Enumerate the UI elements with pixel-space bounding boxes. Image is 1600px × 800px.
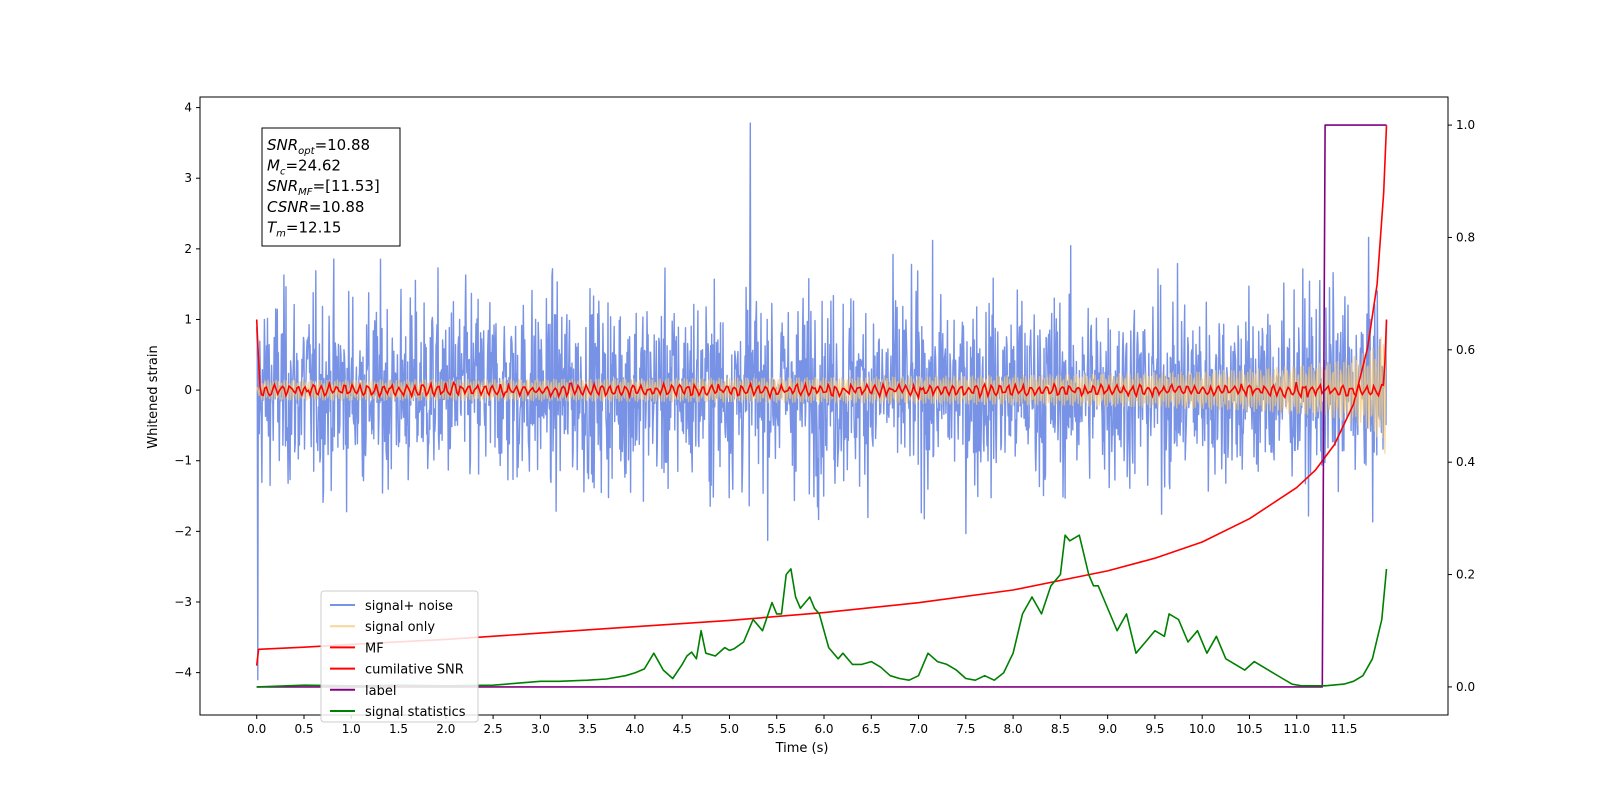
series-mf — [255, 319, 1388, 401]
legend-label: signal only — [365, 620, 435, 635]
series-label — [256, 124, 1387, 688]
x-tick-label: 11.5 — [1331, 722, 1358, 736]
annotation-line: Mc=24.62 — [267, 157, 341, 178]
x-tick-label: 7.0 — [909, 722, 928, 736]
legend-label: label — [365, 684, 396, 699]
x-tick-label: 5.5 — [767, 722, 786, 736]
x-tick-label: 3.5 — [578, 722, 597, 736]
series-signal-plus-noise — [256, 122, 1388, 681]
y2-tick-label: 0.6 — [1456, 343, 1475, 357]
x-tick-label: 3.0 — [531, 722, 550, 736]
legend: signal+ noise signal only MF cumilative SNR… — [320, 590, 479, 723]
annotation-line: Tm=12.15 — [267, 218, 341, 239]
y-axis-label: Whitened strain — [146, 345, 161, 448]
x-tick-label: 4.5 — [673, 722, 692, 736]
x-tick-label: 0.5 — [294, 722, 313, 736]
y2-tick-label: 0.4 — [1456, 455, 1475, 469]
x-tick-label: 11.0 — [1283, 722, 1310, 736]
legend-label: cumilative SNR — [365, 663, 464, 678]
x-tick-label: 7.5 — [956, 722, 975, 736]
legend-label: MF — [365, 641, 384, 656]
x-tick-label: 1.5 — [389, 722, 408, 736]
x-tick-label: 0.0 — [247, 722, 266, 736]
x-tick-label: 8.5 — [1051, 722, 1070, 736]
x-tick-label: 6.0 — [814, 722, 833, 736]
x-tick-label: 5.0 — [720, 722, 739, 736]
x-tick-label: 8.0 — [1004, 722, 1023, 736]
annotation-line: CSNR=10.88 — [267, 198, 364, 216]
x-tick-label: 2.0 — [436, 722, 455, 736]
annotation-line: SNRMF=[11.53] — [267, 177, 380, 198]
y-tick-label: 2 — [184, 242, 192, 256]
y-tick-label: −2 — [174, 524, 192, 538]
x-tick-label: 10.5 — [1236, 722, 1263, 736]
axes: 0.0 0.5 1.0 1.5 2.0 2.5 3.0 3.5 4.0 4.5 5.0 5.5 6.0 6… — [174, 96, 1475, 736]
x-tick-label: 4.0 — [625, 722, 644, 736]
x-tick-label: 10.0 — [1189, 722, 1216, 736]
y2-tick-label: 0.8 — [1456, 230, 1475, 244]
y-tick-label: −3 — [174, 595, 192, 609]
y-tick-label: −4 — [174, 666, 192, 680]
y-tick-label: 0 — [184, 383, 192, 397]
annotation-box — [261, 127, 401, 247]
x-tick-label: 9.5 — [1145, 722, 1164, 736]
y-tick-label: 3 — [184, 171, 192, 185]
x-axis-label: Time (s) — [775, 741, 829, 756]
series-signal-only — [256, 333, 1388, 454]
x-tick-label: 6.5 — [862, 722, 881, 736]
x-tick-label: 2.5 — [484, 722, 503, 736]
legend-label: signal+ noise — [365, 599, 453, 614]
x-tick-label: 9.0 — [1098, 722, 1117, 736]
y-tick-label: 4 — [184, 101, 192, 115]
annotation-line: SNRopt=10.88 — [267, 136, 370, 157]
legend-label: signal statistics — [365, 705, 466, 720]
y2-tick-label: 0.0 — [1456, 680, 1475, 694]
y2-tick-label: 1.0 — [1456, 118, 1475, 132]
x-tick-label: 1.0 — [342, 722, 361, 736]
series-signal-statistics — [256, 534, 1388, 688]
stats-annotation: SNRopt=10.88Mc=24.62SNRMF=[11.53]CSNR=10… — [261, 127, 401, 247]
y-tick-label: −1 — [174, 454, 192, 468]
legend-box — [320, 590, 479, 723]
y-tick-label: 1 — [184, 312, 192, 326]
y2-tick-label: 0.2 — [1456, 568, 1475, 582]
